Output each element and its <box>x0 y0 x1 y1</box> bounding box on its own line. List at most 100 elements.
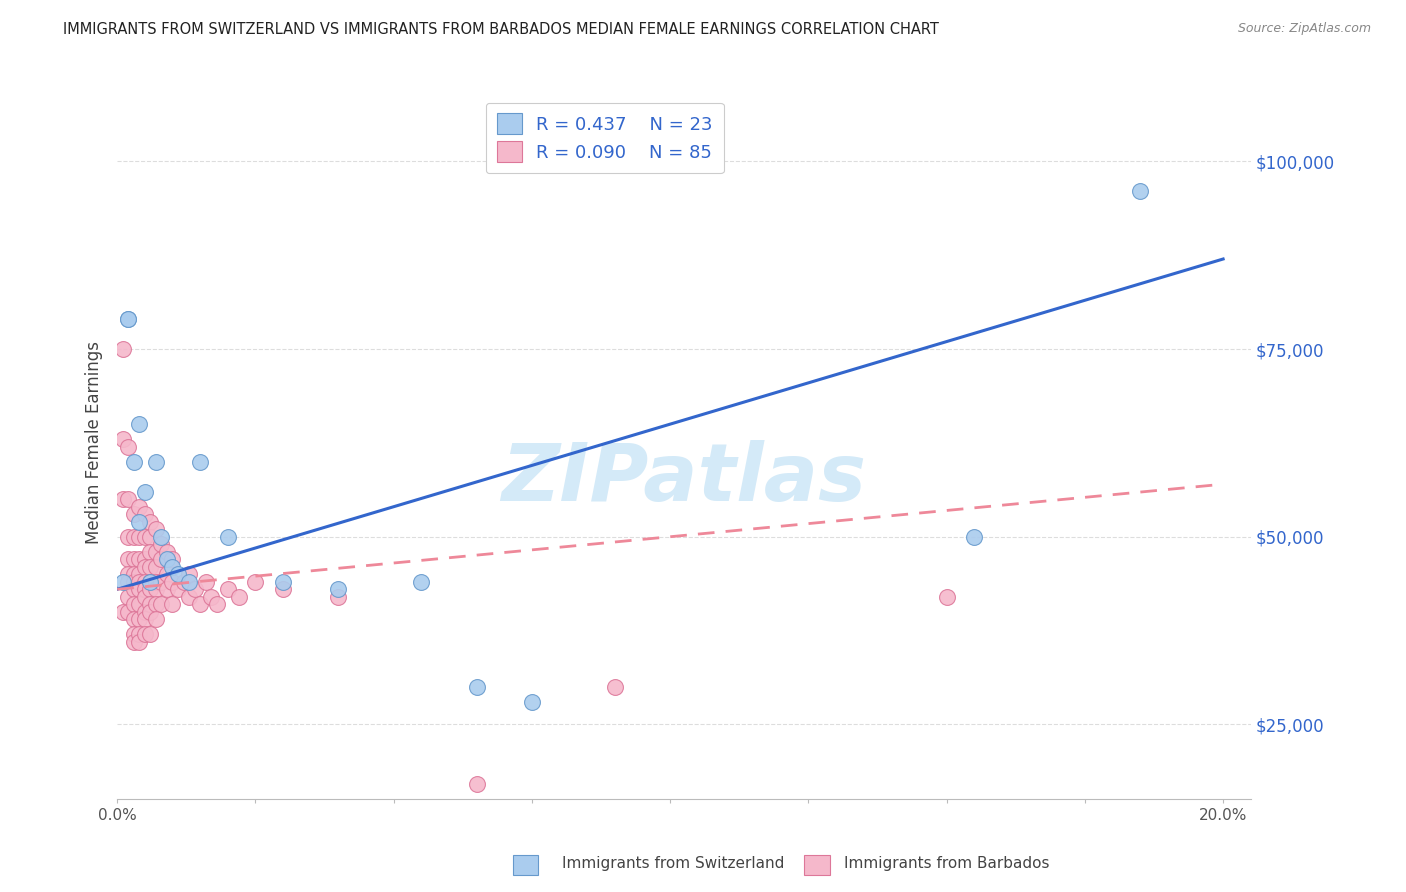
Legend: R = 0.437    N = 23, R = 0.090    N = 85: R = 0.437 N = 23, R = 0.090 N = 85 <box>485 103 724 173</box>
Point <box>122 582 145 597</box>
Point <box>128 612 150 626</box>
Point <box>162 597 184 611</box>
Point <box>150 530 173 544</box>
Text: ZIPatlas: ZIPatlas <box>502 440 866 517</box>
Point <box>1129 185 1152 199</box>
Point <box>134 574 156 589</box>
Point <box>145 582 167 597</box>
Point <box>935 590 957 604</box>
Point <box>134 530 156 544</box>
Point <box>122 597 145 611</box>
Point <box>150 537 173 551</box>
Point <box>128 574 150 589</box>
Point <box>139 605 162 619</box>
Point <box>177 567 200 582</box>
Point <box>117 312 139 326</box>
Point <box>205 597 228 611</box>
Point <box>194 574 217 589</box>
Point <box>139 559 162 574</box>
Point <box>134 612 156 626</box>
Point <box>111 432 134 446</box>
Point <box>122 507 145 521</box>
Text: Source: ZipAtlas.com: Source: ZipAtlas.com <box>1237 22 1371 36</box>
Point <box>117 567 139 582</box>
Point <box>139 627 162 641</box>
Point <box>328 590 350 604</box>
Point <box>200 590 222 604</box>
Point <box>139 515 162 529</box>
Point <box>139 545 162 559</box>
Text: IMMIGRANTS FROM SWITZERLAND VS IMMIGRANTS FROM BARBADOS MEDIAN FEMALE EARNINGS C: IMMIGRANTS FROM SWITZERLAND VS IMMIGRANT… <box>63 22 939 37</box>
Point <box>963 530 986 544</box>
Point <box>217 530 239 544</box>
Point <box>145 522 167 536</box>
Text: Immigrants from Switzerland: Immigrants from Switzerland <box>562 856 785 871</box>
Point <box>139 530 162 544</box>
Point <box>328 582 350 597</box>
Point <box>134 507 156 521</box>
Point <box>128 627 150 641</box>
Point <box>156 552 179 566</box>
Point <box>128 552 150 566</box>
Point <box>162 559 184 574</box>
Point <box>128 567 150 582</box>
Point <box>117 492 139 507</box>
Point <box>603 680 626 694</box>
Point <box>134 605 156 619</box>
Point <box>145 597 167 611</box>
Point <box>411 574 433 589</box>
Point <box>128 417 150 431</box>
Point <box>134 627 156 641</box>
Point <box>167 567 190 582</box>
Point <box>150 597 173 611</box>
Point <box>520 695 543 709</box>
Point <box>117 440 139 454</box>
Point <box>145 574 167 589</box>
Point <box>134 484 156 499</box>
Point <box>162 574 184 589</box>
Point <box>271 582 294 597</box>
Point <box>145 545 167 559</box>
Text: Immigrants from Barbados: Immigrants from Barbados <box>844 856 1049 871</box>
Point <box>117 590 139 604</box>
Point <box>111 342 134 356</box>
Point <box>117 530 139 544</box>
Y-axis label: Median Female Earnings: Median Female Earnings <box>86 342 103 544</box>
Point <box>128 597 150 611</box>
Point <box>122 530 145 544</box>
Point <box>139 574 162 589</box>
Point <box>122 612 145 626</box>
Point <box>128 582 150 597</box>
Point <box>134 582 156 597</box>
Point <box>117 552 139 566</box>
Point <box>177 574 200 589</box>
Point <box>228 590 250 604</box>
Point <box>128 500 150 514</box>
Point <box>111 605 134 619</box>
Point <box>117 605 139 619</box>
Point <box>188 597 211 611</box>
Point <box>245 574 267 589</box>
Point <box>128 515 150 529</box>
Point <box>145 455 167 469</box>
Point <box>128 635 150 649</box>
Point <box>139 597 162 611</box>
Point <box>156 545 179 559</box>
Point <box>465 680 488 694</box>
Point <box>134 559 156 574</box>
Point <box>117 312 139 326</box>
Point <box>122 627 145 641</box>
Point <box>111 492 134 507</box>
Point <box>134 552 156 566</box>
Point <box>111 574 134 589</box>
Point <box>188 455 211 469</box>
Point <box>162 552 184 566</box>
Point <box>122 552 145 566</box>
Point <box>134 590 156 604</box>
Point <box>139 574 162 589</box>
Point <box>465 777 488 791</box>
Point <box>128 530 150 544</box>
Point <box>156 567 179 582</box>
Point <box>122 567 145 582</box>
Point <box>145 612 167 626</box>
